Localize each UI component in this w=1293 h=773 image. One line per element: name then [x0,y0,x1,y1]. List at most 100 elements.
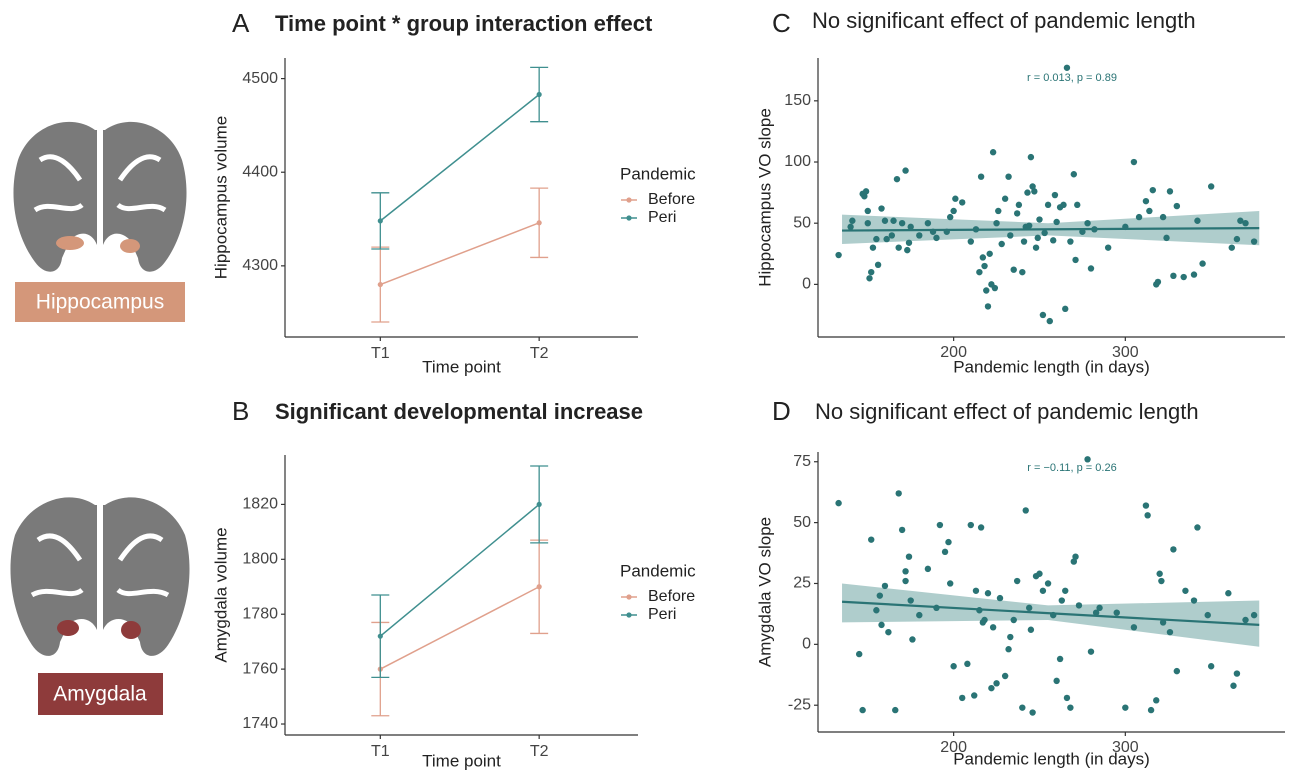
legend-swatch-point [626,215,632,221]
data-point [907,223,914,231]
data-point [1060,201,1067,209]
panel-letter: D [772,396,791,426]
data-point [1180,273,1187,281]
y-tick-label: 4500 [242,70,278,87]
data-point [866,275,873,282]
data-point [1146,207,1153,215]
data-point [869,244,877,251]
data-point [1163,234,1170,242]
data-point [1075,602,1083,609]
data-point [874,261,882,269]
data-point [881,217,889,224]
data-point [1063,64,1071,71]
data-point [895,244,902,251]
data-point [1027,626,1035,633]
y-tick-label: 25 [793,575,811,592]
legend-title: Pandemic [620,561,696,580]
data-point [861,193,868,200]
fit-line [842,226,1260,232]
data-point [377,633,383,639]
y-tick-label: -25 [788,696,811,713]
data-point [1130,158,1138,166]
data-point [905,553,913,560]
data-point [1070,171,1078,178]
data-point [1039,587,1047,594]
data-point [1142,197,1150,205]
data-point [972,587,980,594]
data-point [1159,619,1167,626]
series-line [379,586,540,670]
data-point [902,577,909,585]
data-point [1194,524,1201,531]
data-point [890,217,897,224]
data-point [1096,604,1103,612]
data-point [1166,188,1174,195]
data-point [1154,278,1162,286]
data-point [1036,570,1043,577]
data-point [864,219,871,227]
data-point [1156,570,1163,577]
brain-icon-hippocampus [13,121,187,272]
legend-label: Before [648,588,695,605]
data-point [945,538,952,546]
data-point [1074,201,1081,209]
region-label: Amygdala [53,683,147,706]
data-point [1010,616,1017,624]
data-point [1170,272,1177,280]
data-point [847,223,854,231]
data-point [1029,183,1036,190]
data-point [947,580,954,587]
y-axis-title: Hippocampus volume [211,116,230,279]
data-point [1144,512,1151,519]
data-point [1019,268,1026,276]
data-point [986,250,993,257]
data-point [895,490,902,497]
data-point [864,207,871,215]
data-point [924,565,932,573]
data-point [1087,648,1095,655]
data-point [849,217,856,224]
data-point [959,199,966,206]
y-tick-label: 1800 [242,551,278,568]
data-point [1230,682,1237,689]
data-point [1053,218,1060,226]
data-point [1166,628,1174,636]
data-point [983,287,990,294]
data-point [1092,609,1100,616]
data-point [1063,694,1071,702]
data-point [979,254,987,261]
data-point [1046,317,1053,325]
x-tick-label: 300 [1112,344,1139,361]
x-axis-title: Pandemic length (in days) [953,357,1150,376]
data-point [989,149,997,156]
data-point [1242,616,1249,624]
data-point [536,501,542,508]
data-point [936,521,944,529]
panel-letter: A [232,8,250,38]
data-point [1007,633,1014,641]
data-point [883,235,890,243]
confidence-band [842,210,1260,246]
data-point [1034,234,1041,242]
data-point [1025,604,1033,612]
data-point [1001,195,1009,202]
x-tick-label: T2 [530,345,549,362]
data-point [916,611,923,619]
data-point [988,684,995,692]
data-point [1044,201,1052,209]
data-point [1233,670,1241,677]
data-point [856,650,863,658]
data-point [989,624,997,631]
data-point [1067,704,1074,711]
data-point [1039,311,1047,319]
y-tick-label: 150 [784,92,811,109]
data-point [996,594,1004,602]
data-point [536,91,542,98]
data-point [1072,553,1079,560]
data-point [1190,597,1198,604]
y-tick-label: 1780 [242,605,278,622]
data-point [892,706,899,714]
data-point [904,246,911,254]
data-point [873,235,880,243]
